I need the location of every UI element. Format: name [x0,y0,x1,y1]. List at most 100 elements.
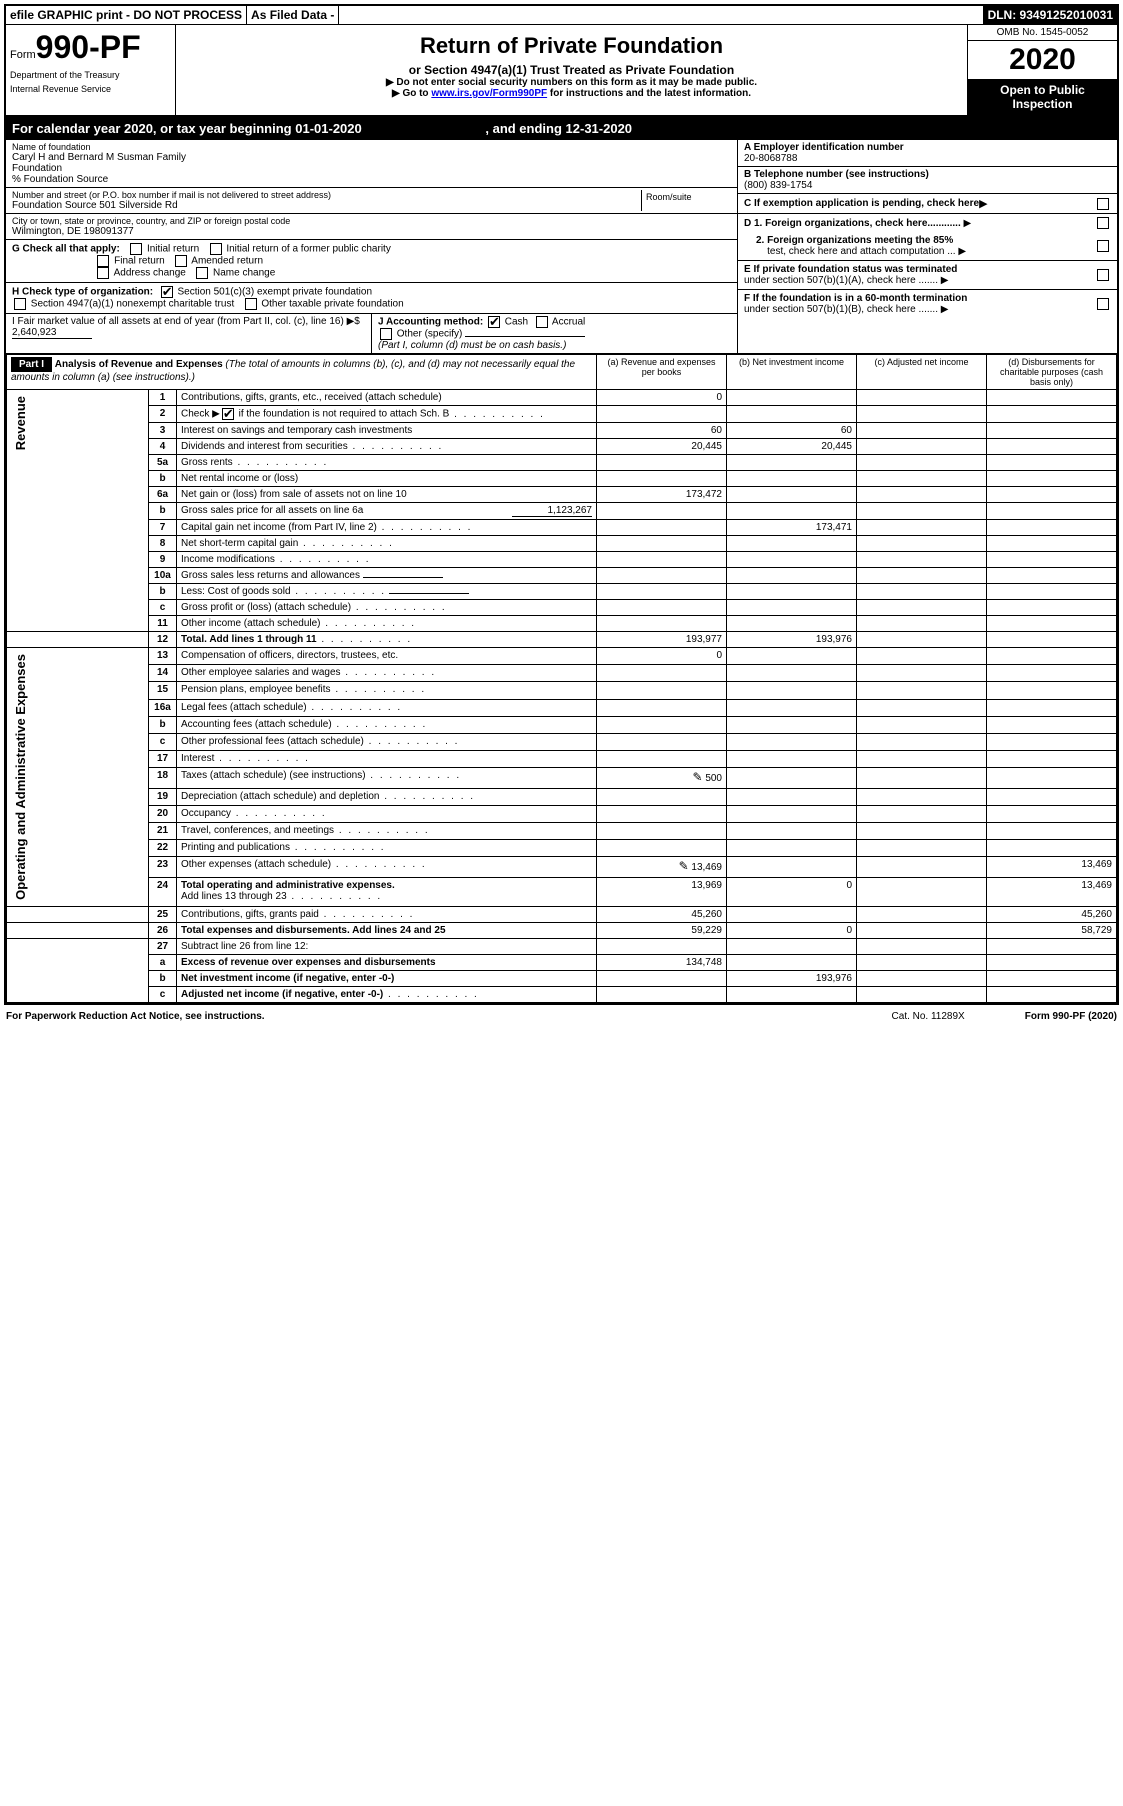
table-row: 11Other income (attach schedule) [7,616,1117,632]
footer-left: For Paperwork Reduction Act Notice, see … [6,1011,265,1022]
g-label: G Check all that apply: [12,244,120,255]
goto-pre: ▶ Go to [392,88,431,99]
table-row: 26Total expenses and disbursements. Add … [7,922,1117,938]
table-row: 16aLegal fees (attach schedule) [7,699,1117,716]
table-row: 12Total. Add lines 1 through 11193,97719… [7,632,1117,648]
checkbox-cash[interactable] [488,316,500,328]
phone-value: (800) 839-1754 [744,180,812,191]
opt-final: Final return [114,256,165,267]
e-label-a: E If private foundation status was termi… [744,264,957,275]
table-row: cGross profit or (loss) (attach schedule… [7,600,1117,616]
attachment-icon[interactable]: ✎ [692,770,702,784]
f-label-b: under section 507(b)(1)(B), check here .… [744,304,938,315]
table-row: 9Income modifications [7,552,1117,568]
col-c-header: (c) Adjusted net income [857,355,987,390]
opt-initial: Initial return [147,244,199,255]
open-to-public: Open to Public Inspection [968,79,1117,115]
ij-row: I Fair market value of all assets at end… [6,314,737,353]
checkbox-address-change[interactable] [97,267,109,279]
checkbox-initial-former[interactable] [210,243,222,255]
j-note: (Part I, column (d) must be on cash basi… [378,340,566,351]
calyear-pre: For calendar year 2020, or tax year begi… [12,121,295,136]
box-a-label: A Employer identification number [744,142,904,153]
table-row: 18Taxes (attach schedule) (see instructi… [7,768,1117,788]
box-d2: 2. Foreign organizations meeting the 85%… [738,232,1117,261]
checkbox-accrual[interactable] [536,316,548,328]
table-row: 6aNet gain or (loss) from sale of assets… [7,487,1117,503]
opt-initial-former: Initial return of a former public charit… [226,244,391,255]
table-row: 20Occupancy [7,805,1117,822]
table-row: aExcess of revenue over expenses and dis… [7,954,1117,970]
header-left: Form990-PF Department of the Treasury In… [6,25,176,115]
dept-line1: Department of the Treasury [10,70,171,80]
name-cell: Name of foundation Caryl H and Bernard M… [6,140,737,188]
checkbox-other-method[interactable] [380,328,392,340]
table-row: 24Total operating and administrative exp… [7,877,1117,906]
box-c-label: C If exemption application is pending, c… [744,198,979,209]
expenses-sidelabel: Operating and Administrative Expenses [11,650,30,904]
box-e: E If private foundation status was termi… [738,261,1117,290]
part1-badge: Part I [11,357,52,372]
address-cell: Number and street (or P.O. box number if… [6,188,737,214]
table-row: bAccounting fees (attach schedule) [7,716,1117,733]
i-label: I Fair market value of all assets at end… [12,316,360,327]
city-value: Wilmington, DE 198091377 [12,226,731,237]
form-number: 990-PF [36,29,141,65]
checkbox-507b1b[interactable] [1097,298,1109,310]
footer-mid: Cat. No. 11289X [892,1011,965,1022]
checkbox-amended-return[interactable] [175,255,187,267]
checkbox-sch-b[interactable] [222,408,234,420]
part1-header-row: Part I Analysis of Revenue and Expenses … [7,355,1117,390]
irs-link[interactable]: www.irs.gov/Form990PF [431,88,547,99]
table-row: 7Capital gain net income (from Part IV, … [7,520,1117,536]
table-row: 17Interest [7,751,1117,768]
table-row: 8Net short-term capital gain [7,536,1117,552]
table-row: bLess: Cost of goods sold [7,584,1117,600]
table-row: 21Travel, conferences, and meetings [7,822,1117,839]
table-row: bNet investment income (if negative, ent… [7,970,1117,986]
info-right: A Employer identification number 20-8068… [737,140,1117,353]
d2a-label: 2. Foreign organizations meeting the 85% [756,235,953,246]
checkbox-final-return[interactable] [97,255,109,267]
d2b-label: test, check here and attach computation … [767,246,955,257]
topbar-spacer [339,6,983,24]
box-a: A Employer identification number 20-8068… [738,140,1117,167]
table-row: 10aGross sales less returns and allowanc… [7,568,1117,584]
top-bar: efile GRAPHIC print - DO NOT PROCESS As … [6,6,1117,25]
checkbox-exemption-pending[interactable] [1097,198,1109,210]
foundation-name-2: Foundation [12,163,731,174]
table-row: 14Other employee salaries and wages [7,665,1117,682]
i-value: 2,640,923 [12,327,92,339]
j-other: Other (specify) [397,329,463,340]
checkbox-name-change[interactable] [196,267,208,279]
h-row: H Check type of organization: Section 50… [6,283,737,314]
checkbox-initial-return[interactable] [130,243,142,255]
efile-notice: efile GRAPHIC print - DO NOT PROCESS [6,6,247,24]
checkbox-foreign-org[interactable] [1097,217,1109,229]
j-other-blank [465,336,585,337]
addr-value: Foundation Source 501 Silverside Rd [12,200,641,211]
table-row: 23Other expenses (attach schedule)✎ 13,4… [7,857,1117,877]
box-f: F If the foundation is in a 60-month ter… [738,290,1117,318]
tax-year: 2020 [968,41,1117,79]
checkbox-507b1a[interactable] [1097,269,1109,281]
checkbox-4947a1[interactable] [14,298,26,310]
table-row: cOther professional fees (attach schedul… [7,733,1117,750]
checkbox-other-taxable[interactable] [245,298,257,310]
ein-value: 20-8068788 [744,153,797,164]
attachment-icon[interactable]: ✎ [679,859,689,873]
h-label: H Check type of organization: [12,287,153,298]
form-header: Form990-PF Department of the Treasury In… [6,25,1117,117]
table-row: Revenue 1Contributions, gifts, grants, e… [7,390,1117,406]
table-row: 5aGross rents [7,455,1117,471]
checkbox-501c3[interactable] [161,286,173,298]
j-accrual: Accrual [552,317,585,328]
checkbox-85-percent[interactable] [1097,240,1109,252]
calyear-end: 12-31-2020 [566,121,633,136]
box-c: C If exemption application is pending, c… [738,194,1117,214]
h-opt1: Section 501(c)(3) exempt private foundat… [177,287,372,298]
table-row: 15Pension plans, employee benefits [7,682,1117,699]
box-d1: D 1. Foreign organizations, check here..… [738,214,1117,232]
ssn-warning: ▶ Do not enter social security numbers o… [386,77,757,88]
addr-label: Number and street (or P.O. box number if… [12,190,641,200]
